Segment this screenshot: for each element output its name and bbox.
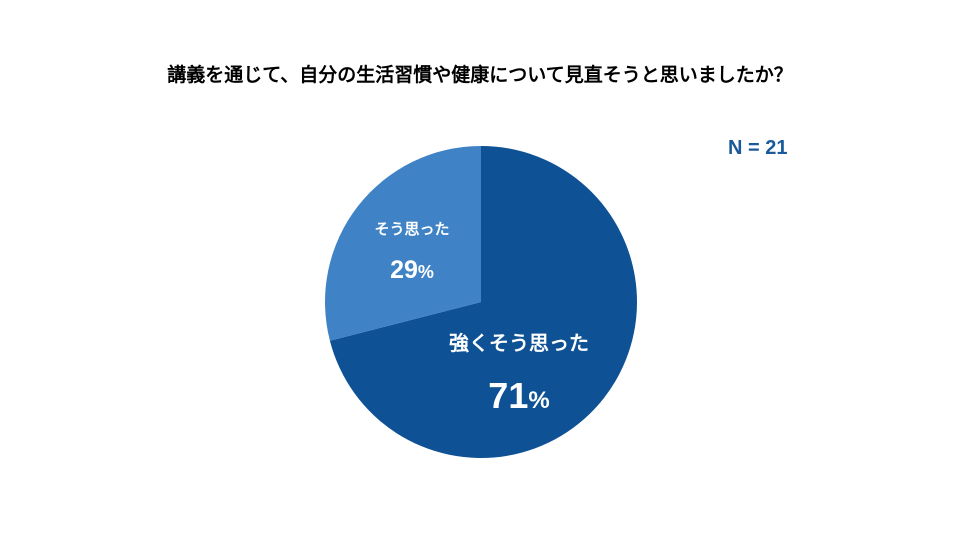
slice-label-0: 強くそう思った: [449, 331, 589, 355]
chart-title: 講義を通じて、自分の生活習慣や健康について見直そうと思いましたか？: [167, 64, 793, 86]
slice-label-1: そう思った: [374, 220, 449, 238]
pie-slice-0: [329, 146, 637, 458]
pie-slice-1: [324, 146, 481, 341]
slice-value-1: 29%: [390, 256, 434, 284]
slice-value-0: 71%: [488, 375, 549, 416]
sample-size-label: N = 21: [728, 137, 788, 159]
